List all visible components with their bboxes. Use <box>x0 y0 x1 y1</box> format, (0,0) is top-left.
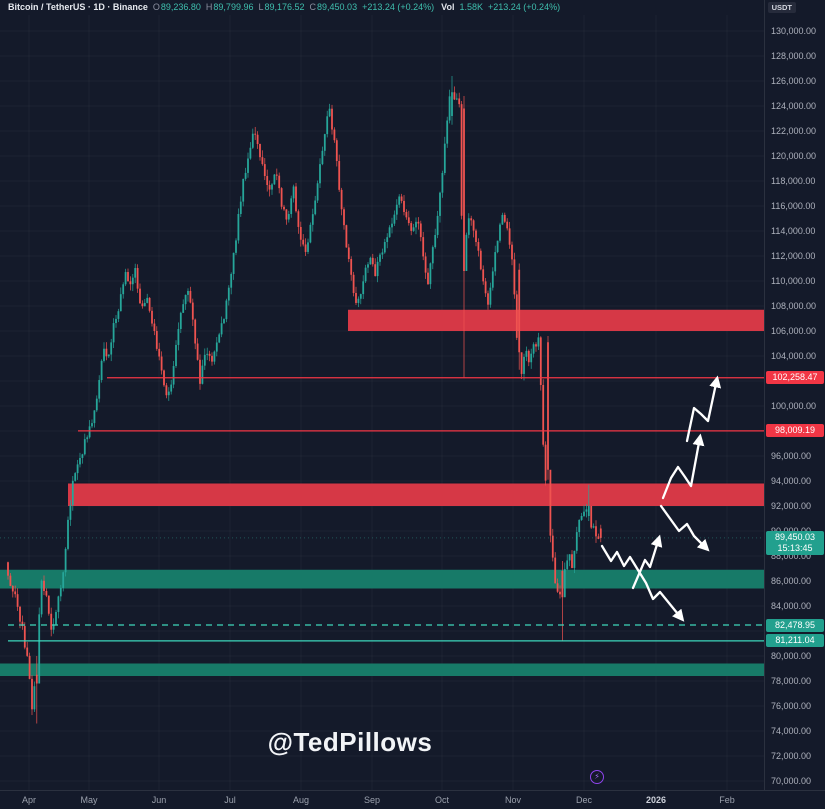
y-axis-label: 100,000.00 <box>771 401 817 411</box>
projection-arrows <box>600 375 722 622</box>
x-axis-label: May <box>80 795 98 805</box>
x-axis-label: Sep <box>363 795 381 805</box>
arrow-projection-up-1 <box>631 534 663 590</box>
x-axis-label: Apr <box>21 795 37 805</box>
y-axis-label: 76,000.00 <box>771 701 812 711</box>
ohlc-low: L 89,176.52 <box>258 2 305 12</box>
x-axis-label: 2026 <box>645 795 667 805</box>
ohlc-open: O 89,236.80 <box>152 2 201 12</box>
volume-value: 1.58K <box>459 2 484 12</box>
x-axis-label: Nov <box>504 795 522 805</box>
price-level-badge: 81,211.04 <box>766 634 824 648</box>
y-axis-label: 120,000.00 <box>771 151 817 161</box>
zone-supply-zone-lower <box>68 483 764 506</box>
currency-toggle-button[interactable]: USDT <box>767 2 796 13</box>
price-level-badge: 82,478.95 <box>766 618 824 632</box>
zone-demand-zone-upper <box>0 569 764 589</box>
y-axis-label: 78,000.00 <box>771 676 812 686</box>
symbol-title[interactable]: Bitcoin / TetherUS · 1D · Binance <box>8 2 148 12</box>
y-axis-label: 104,000.00 <box>771 351 817 361</box>
y-axis-label: 92,000.00 <box>771 501 812 511</box>
y-axis-label: 94,000.00 <box>771 476 812 486</box>
x-axis-label: Feb <box>719 795 735 805</box>
y-axis-label: 112,000.00 <box>771 251 816 261</box>
y-axis-label: 118,000.00 <box>771 176 816 186</box>
y-axis-label: 84,000.00 <box>771 601 812 611</box>
lightning-bolt-icon: ⚡ <box>590 770 604 784</box>
horizontal-price-levels <box>0 377 764 642</box>
candlestick-series <box>7 76 602 724</box>
chart-pane[interactable] <box>0 0 825 790</box>
y-axis-label: 110,000.00 <box>771 276 816 286</box>
y-axis-label: 116,000.00 <box>771 201 816 211</box>
y-axis-label: 70,000.00 <box>771 776 812 786</box>
y-axis-label: 88,000.00 <box>771 551 812 561</box>
y-axis-label: 72,000.00 <box>771 751 812 761</box>
y-axis-label: 126,000.00 <box>771 76 817 86</box>
x-axis-label: Jul <box>224 795 236 805</box>
y-axis-label: 96,000.00 <box>771 451 812 461</box>
y-axis-label: 80,000.00 <box>771 651 812 661</box>
price-level-badge: 102,258.47 <box>766 371 824 385</box>
volume-label: Vol <box>441 2 455 12</box>
ohlc-close: C 89,450.03 <box>309 2 358 12</box>
price-level-badge: 98,009.19 <box>766 424 824 438</box>
arrow-projection-down-2 <box>659 504 710 552</box>
symbol-info-bar: Bitcoin / TetherUS · 1D · Binance O 89,23… <box>0 0 825 15</box>
price-change: +213.24 (+0.24%) <box>362 2 435 12</box>
arrow-projection-up-2 <box>661 433 705 500</box>
y-axis-label: 130,000.00 <box>771 26 817 36</box>
volume-change: +213.24 (+0.24%) <box>488 2 561 12</box>
y-axis-label: 108,000.00 <box>771 301 817 311</box>
current-price-badge: 89,450.03 15:13:45 <box>766 530 824 555</box>
time-axis[interactable]: Apr May Jun Jul Aug Sep Oct Nov Dec 2026 Feb <box>0 790 825 809</box>
y-axis-label: 114,000.00 <box>771 226 816 236</box>
arrow-projection-up-3 <box>685 375 722 443</box>
x-axis-label: Aug <box>292 795 310 805</box>
zone-supply-zone-upper <box>348 309 764 331</box>
y-axis-label: 86,000.00 <box>771 576 812 586</box>
x-axis-label: Oct <box>434 795 450 805</box>
arrow-projection-down-1 <box>600 544 685 622</box>
author-watermark: @TedPillows <box>267 727 433 757</box>
zone-demand-zone-lower <box>0 663 764 676</box>
y-axis-label: 106,000.00 <box>771 326 817 336</box>
y-axis-label: 124,000.00 <box>771 101 817 111</box>
supply-demand-zones <box>0 309 764 676</box>
x-axis-label: Jun <box>151 795 167 805</box>
ohlc-high: H 89,799.96 <box>205 2 254 12</box>
y-axis-label: 74,000.00 <box>771 726 812 736</box>
price-axis[interactable]: 130,000.00 128,000.00 126,000.00 124,000.00… <box>764 0 825 790</box>
y-axis-label: 122,000.00 <box>771 126 817 136</box>
x-axis-label: Dec <box>575 795 593 805</box>
y-axis-label: 128,000.00 <box>771 51 817 61</box>
